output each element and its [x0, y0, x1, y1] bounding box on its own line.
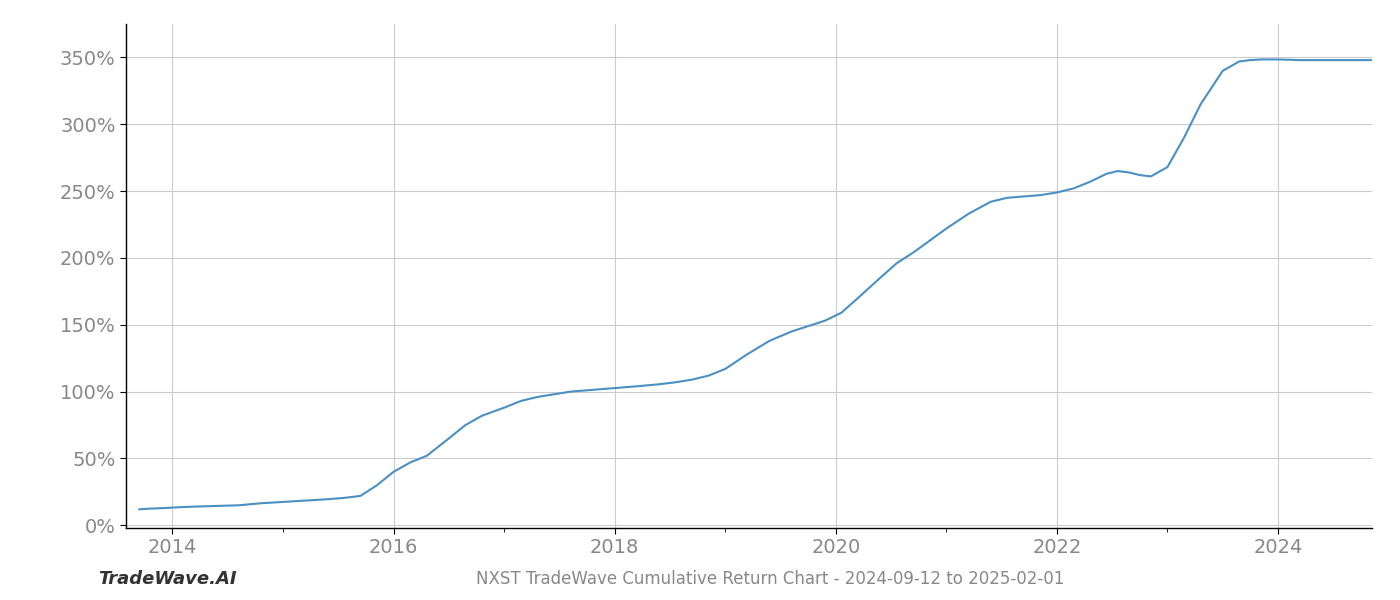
- Text: NXST TradeWave Cumulative Return Chart - 2024-09-12 to 2025-02-01: NXST TradeWave Cumulative Return Chart -…: [476, 570, 1064, 588]
- Text: TradeWave.AI: TradeWave.AI: [98, 570, 237, 588]
